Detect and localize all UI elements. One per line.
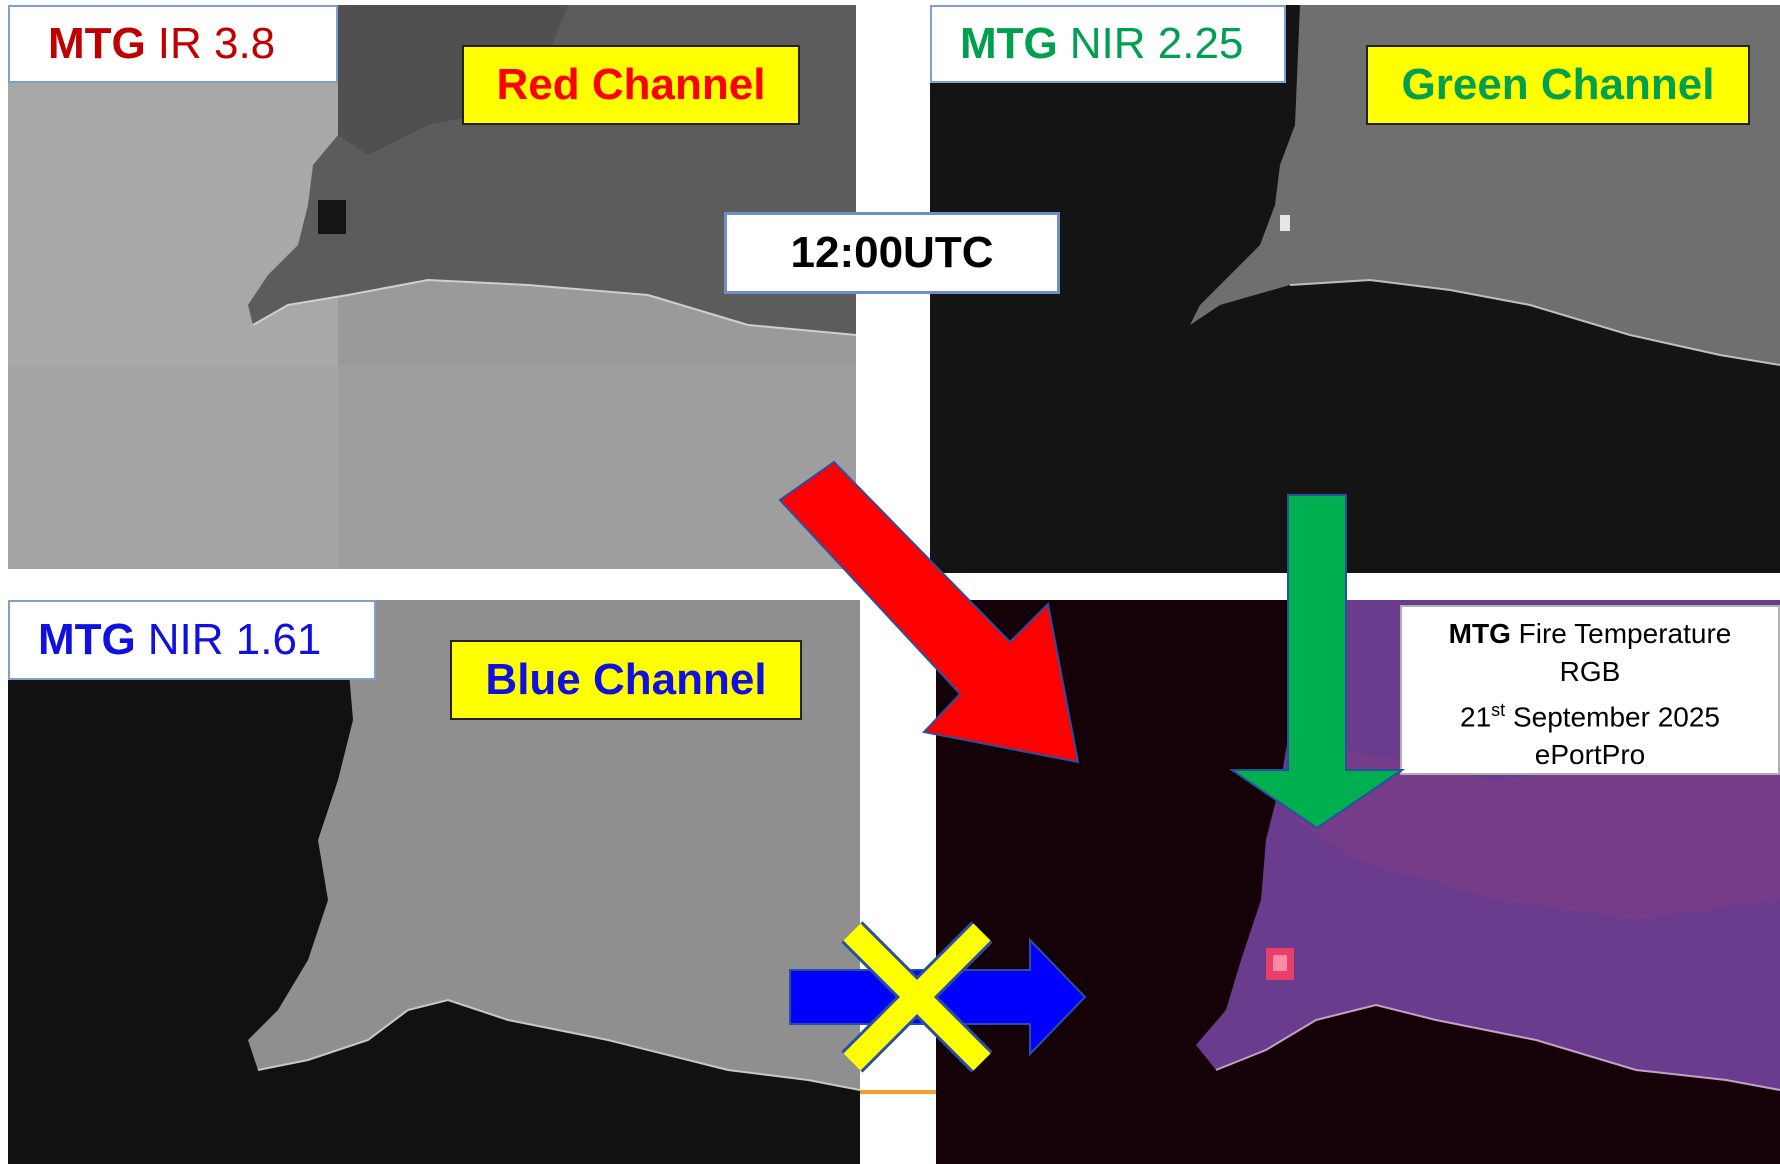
nir161-sensor-name: MTG [38,615,136,664]
nir161-image-panel: MTG NIR 1.61 Blue Channel [8,600,860,1164]
composite-title-rest: Fire Temperature [1518,618,1732,649]
blue-channel-tag: Blue Channel [450,640,802,720]
composite-info-box: MTG Fire Temperature RGB 21st September … [1400,605,1780,775]
composite-title-line2: RGB [1559,656,1621,687]
rejected-cross-icon [841,921,993,1073]
ir38-band-label: MTG IR 3.8 [8,5,338,83]
time-label: 12:00UTC [724,212,1060,294]
composite-date: 21st September 2025 [1402,691,1778,736]
ir38-band-name: IR 3.8 [157,19,276,68]
composite-credit: ePortPro [1534,739,1646,771]
composite-date-suffix: st [1491,700,1506,720]
composite-date-rest: September 2025 [1512,701,1720,733]
red-channel-arrow [778,460,1080,764]
green-channel-tag: Green Channel [1366,45,1750,125]
ir38-image-panel: MTG IR 3.8 Red Channel [8,5,856,569]
composite-date-day: 21 [1460,701,1492,733]
ir38-sensor-name: MTG [48,19,146,68]
green-channel-arrow [1228,494,1406,830]
nir225-image-panel: MTG NIR 2.25 Green Channel [930,5,1780,573]
nir225-sensor-name: MTG [960,19,1058,68]
nir161-band-label: MTG NIR 1.61 [8,600,376,680]
composite-sensor-name: MTG [1448,618,1511,649]
nir225-band-name: NIR 2.25 [1069,19,1244,68]
nir161-band-name: NIR 1.61 [147,615,322,664]
red-channel-tag: Red Channel [462,45,800,125]
nir225-band-label: MTG NIR 2.25 [930,5,1286,83]
composite-title: MTG Fire Temperature [1402,615,1778,653]
